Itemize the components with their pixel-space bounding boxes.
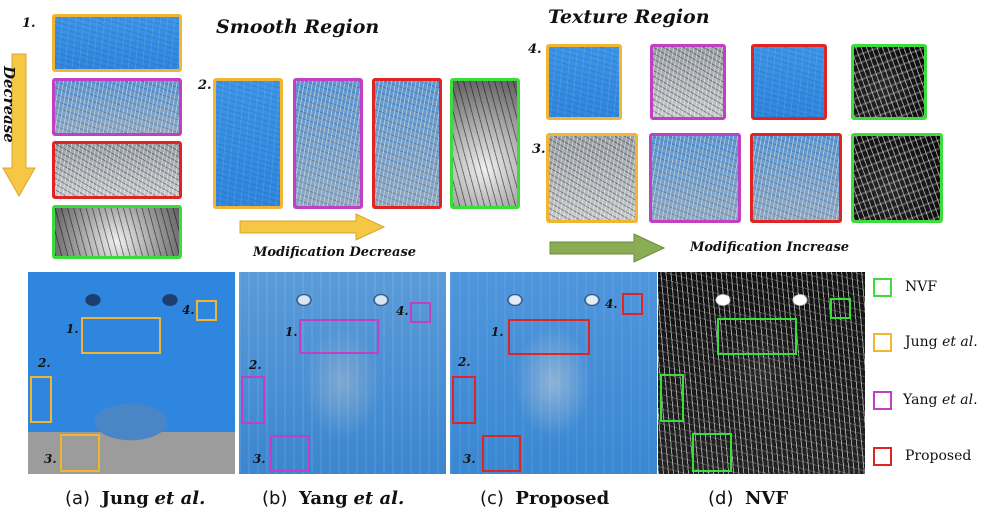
legend-label-nvf: NVF [905,279,938,295]
region4-patch-yang [650,44,726,120]
face-yang-marker-2: 2. [249,358,262,372]
decrease-label: Decrease [0,66,18,143]
roi-4 [196,300,217,321]
face-proposed [450,272,657,474]
legend-swatch-proposed [873,447,892,466]
region1-patch-proposed [52,141,182,199]
region3-patch-jung [546,133,638,223]
roi-4 [410,302,431,323]
modification-decrease-arrow [239,213,386,241]
face-jung-marker-3: 3. [44,452,57,466]
region3-patch-yang [649,133,741,223]
roi-2 [660,374,684,422]
face-yang [239,272,446,474]
caption-a: (a) Jung et al. [65,488,206,509]
region4-patch-jung [546,44,622,120]
face-yang-marker-4: 4. [396,304,409,318]
region1-patch-yang [52,78,182,136]
region-number-3: 3. [532,142,546,157]
region4-patch-proposed [751,44,827,120]
face-jung-marker-2: 2. [38,356,51,370]
region4-patch-nvf [851,44,927,120]
face-proposed-marker-3: 3. [463,452,476,466]
face-jung [28,272,235,474]
roi-3 [482,435,521,472]
region3-patch-proposed [750,133,842,223]
region1-patch-jung [52,14,182,72]
legend-label-jung: Jung et al. [905,334,978,350]
decrease-arrow [2,53,36,198]
texture-region-title: Texture Region [548,6,710,28]
roi-3 [270,435,310,472]
legend-swatch-yang [873,391,892,410]
modification-increase-arrow [549,233,666,263]
legend-swatch-nvf [873,278,892,297]
roi-1 [299,319,379,354]
face-jung-marker-4: 4. [182,303,195,317]
roi-2 [241,376,265,424]
roi-3 [60,434,100,472]
caption-c: (c) Proposed [480,488,610,509]
modification-decrease-label: Modification Decrease [253,245,417,260]
legend-swatch-jung [873,333,892,352]
region-number-2: 2. [198,78,212,93]
face-yang-marker-1: 1. [285,325,298,339]
region3-patch-nvf [851,133,943,223]
region-number-1: 1. [22,16,36,31]
roi-1 [81,317,161,354]
face-proposed-marker-4: 4. [605,297,618,311]
face-yang-marker-3: 3. [253,452,266,466]
roi-1 [508,319,590,355]
roi-2 [452,376,476,424]
legend-label-yang: Yang et al. [903,392,978,408]
legend-label-proposed: Proposed [905,448,972,464]
region2-patch-proposed [372,78,442,209]
caption-b: (b) Yang et al. [262,488,405,509]
face-proposed-marker-2: 2. [458,355,471,369]
modification-increase-label: Modification Increase [690,240,850,255]
roi-4 [622,293,643,315]
region-number-4: 4. [528,42,542,57]
roi-3 [692,433,732,472]
roi-4 [830,298,851,319]
face-jung-marker-1: 1. [66,322,79,336]
face-nvf [658,272,865,474]
face-proposed-marker-1: 1. [491,325,504,339]
region1-patch-nvf [52,205,182,259]
caption-d: (d) NVF [708,488,789,509]
region2-patch-nvf [450,78,520,209]
roi-2 [30,376,52,423]
region2-patch-jung [213,78,283,209]
smooth-region-title: Smooth Region [216,16,380,38]
roi-1 [717,318,797,355]
region2-patch-yang [293,78,363,209]
